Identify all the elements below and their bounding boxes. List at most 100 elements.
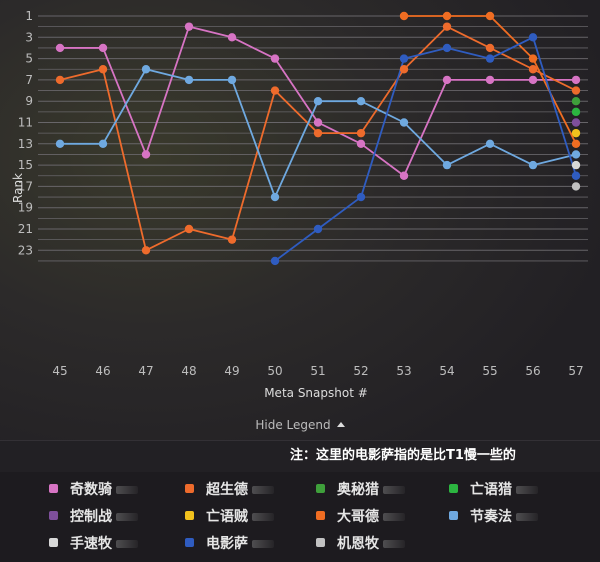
blurred-text [252,486,274,494]
data-point[interactable] [442,75,452,85]
data-point[interactable] [485,139,495,148]
hide-legend-label: Hide Legend [255,418,331,432]
data-point[interactable] [313,224,323,234]
legend-item[interactable]: 电影萨 [185,534,274,554]
data-point[interactable] [399,65,409,74]
data-point[interactable] [571,75,581,85]
data-point[interactable] [55,139,65,148]
x-tick-label: 45 [52,364,67,378]
data-point[interactable] [442,22,452,31]
data-point[interactable] [528,65,538,74]
data-point[interactable] [184,22,194,31]
blurred-text [116,540,138,548]
x-tick-label: 51 [310,364,325,378]
data-point[interactable] [184,224,194,234]
data-point[interactable] [485,11,495,21]
data-point[interactable] [141,65,151,74]
data-point[interactable] [98,139,108,148]
data-point[interactable] [442,11,452,21]
data-point[interactable] [485,75,495,85]
data-point[interactable] [442,160,452,170]
legend-swatch [316,484,325,493]
y-axis-title: Rank [11,173,25,203]
legend-label: 亡语贼 [206,509,248,525]
data-point[interactable] [313,128,323,138]
data-point[interactable] [184,75,194,85]
series-points [55,11,581,266]
data-point[interactable] [227,235,237,244]
data-point[interactable] [528,54,538,63]
data-point[interactable] [55,75,65,85]
data-point[interactable] [528,75,538,85]
data-point[interactable] [313,118,323,127]
data-point[interactable] [313,97,323,106]
data-point[interactable] [270,192,280,202]
data-point[interactable] [571,150,581,159]
data-point[interactable] [399,171,409,180]
data-point[interactable] [528,33,538,42]
data-point[interactable] [356,97,366,106]
blurred-text [252,540,274,548]
legend-item[interactable]: 手速牧 [49,534,138,554]
data-point[interactable] [98,43,108,53]
legend-swatch [185,484,194,493]
legend-label: 亡语猎 [470,482,512,498]
y-tick-label: 7 [25,73,33,87]
legend-item[interactable]: 大哥德 [316,507,405,527]
data-point[interactable] [571,107,581,117]
legend-item[interactable]: 奇数骑 [49,480,138,500]
data-point[interactable] [227,75,237,85]
x-tick-label: 52 [353,364,368,378]
legend-item[interactable]: 超生德 [185,480,274,500]
data-point[interactable] [399,54,409,63]
data-point[interactable] [571,171,581,180]
series-line [274,36,577,262]
data-point[interactable] [270,256,280,266]
x-tick-label: 50 [267,364,282,378]
data-point[interactable] [442,43,452,53]
legend-swatch [316,538,325,547]
data-point[interactable] [227,33,237,42]
data-point[interactable] [141,246,151,255]
data-point[interactable] [571,97,581,106]
legend-swatch [316,511,325,520]
data-point[interactable] [98,65,108,74]
data-point[interactable] [528,160,538,170]
legend-item[interactable]: 亡语贼 [185,507,274,527]
data-point[interactable] [55,43,65,53]
legend-label: 电影萨 [206,536,248,552]
data-point[interactable] [356,192,366,202]
data-point[interactable] [399,118,409,127]
legend-item[interactable]: 奥秘猎 [316,480,405,500]
y-tick-label: 13 [18,137,33,151]
legend-item[interactable]: 亡语猎 [449,480,538,500]
data-point[interactable] [571,118,581,127]
data-point[interactable] [571,86,581,95]
data-point[interactable] [571,139,581,148]
hide-legend-button[interactable]: Hide Legend [0,418,600,432]
y-tick-label: 21 [18,222,33,236]
data-point[interactable] [356,128,366,138]
legend-item[interactable]: 机恩牧 [316,534,405,554]
legend-swatch [49,538,58,547]
data-point[interactable] [571,128,581,138]
data-point[interactable] [270,86,280,95]
data-point[interactable] [485,54,495,63]
legend-swatch [49,484,58,493]
blurred-text [116,486,138,494]
data-point[interactable] [356,139,366,148]
legend-label: 节奏法 [470,509,512,525]
y-tick-label: 15 [18,158,33,172]
data-point[interactable] [399,11,409,21]
legend-item[interactable]: 节奏法 [449,507,538,527]
data-point[interactable] [571,182,581,191]
data-point[interactable] [571,160,581,170]
caret-up-icon [336,422,345,427]
legend-swatch [185,511,194,520]
grid-lines [38,15,588,262]
legend-item[interactable]: 控制战 [49,507,138,527]
blurred-text [383,486,405,494]
data-point[interactable] [141,150,151,159]
data-point[interactable] [270,54,280,63]
data-point[interactable] [485,43,495,53]
